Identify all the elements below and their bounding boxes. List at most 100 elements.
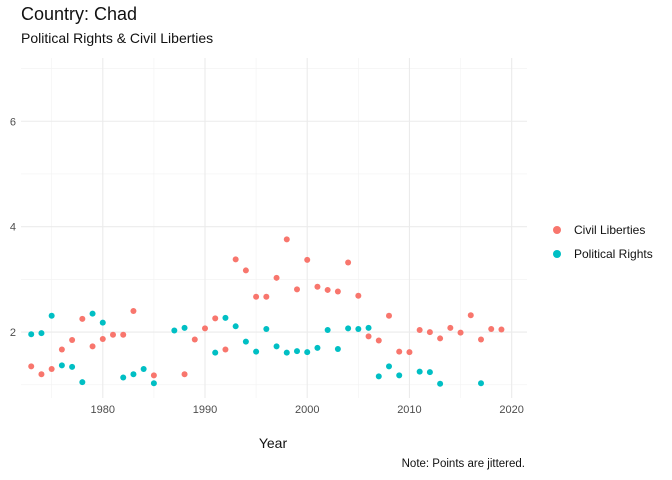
point-civil-liberties <box>181 371 188 378</box>
point-civil-liberties <box>69 337 76 344</box>
point-political-rights <box>181 324 188 331</box>
point-political-rights <box>58 362 65 369</box>
point-civil-liberties <box>110 331 116 338</box>
point-political-rights <box>375 373 382 380</box>
point-civil-liberties <box>48 366 55 373</box>
x-axis-title: Year <box>259 435 288 451</box>
point-civil-liberties <box>191 336 198 343</box>
point-civil-liberties <box>375 337 382 344</box>
point-political-rights <box>324 327 331 333</box>
point-political-rights <box>478 380 484 387</box>
point-political-rights <box>79 379 86 386</box>
legend-item-civil-liberties: Civil Liberties <box>553 218 653 242</box>
point-political-rights <box>130 371 137 378</box>
x-tick-label: 2010 <box>397 404 421 416</box>
point-civil-liberties <box>253 293 260 300</box>
point-political-rights <box>345 325 352 332</box>
point-political-rights <box>120 374 127 381</box>
point-political-rights <box>283 349 290 356</box>
point-civil-liberties <box>263 293 270 300</box>
x-tick-label: 2000 <box>295 404 319 416</box>
point-political-rights <box>426 369 433 376</box>
point-political-rights <box>212 349 219 356</box>
chart-caption: Note: Points are jittered. <box>401 458 525 470</box>
point-civil-liberties <box>478 336 484 343</box>
legend-dot-political-rights <box>553 250 561 258</box>
point-civil-liberties <box>242 267 249 274</box>
y-tick-label: 6 <box>10 116 16 128</box>
point-civil-liberties <box>345 259 352 266</box>
chart-subtitle: Political Rights & Civil Liberties <box>21 30 214 46</box>
point-civil-liberties <box>28 363 35 370</box>
point-political-rights <box>232 323 239 330</box>
point-political-rights <box>222 314 229 321</box>
point-civil-liberties <box>202 325 208 332</box>
point-political-rights <box>304 349 311 356</box>
point-political-rights <box>150 380 157 387</box>
point-civil-liberties <box>38 371 45 378</box>
point-political-rights <box>48 312 55 319</box>
point-civil-liberties <box>406 349 413 356</box>
x-tick-label: 2020 <box>499 404 523 416</box>
point-political-rights <box>140 366 147 373</box>
point-civil-liberties <box>467 312 474 319</box>
point-civil-liberties <box>273 274 280 281</box>
point-civil-liberties <box>232 256 239 263</box>
tick-labels: 1980 1990 2000 2010 2020 2 4 6 <box>10 116 524 416</box>
point-civil-liberties <box>334 288 341 295</box>
point-civil-liberties <box>437 335 444 342</box>
point-political-rights <box>89 310 96 317</box>
point-civil-liberties <box>386 312 392 319</box>
legend-dot-civil-liberties <box>553 226 561 234</box>
legend-label-civil-liberties: Civil Liberties <box>574 223 646 237</box>
point-civil-liberties <box>294 286 300 293</box>
point-civil-liberties <box>222 346 229 353</box>
point-civil-liberties <box>120 331 127 338</box>
point-political-rights <box>38 330 45 337</box>
point-civil-liberties <box>99 335 106 342</box>
point-civil-liberties <box>355 292 362 299</box>
point-civil-liberties <box>150 372 157 379</box>
chart-title: Country: Chad <box>21 4 138 24</box>
point-political-rights <box>99 319 106 326</box>
point-political-rights <box>314 344 321 351</box>
point-political-rights <box>263 325 270 332</box>
legend-item-political-rights: Political Rights <box>553 242 653 266</box>
data-points <box>28 236 505 387</box>
x-tick-label: 1980 <box>91 404 115 416</box>
point-civil-liberties <box>416 327 423 333</box>
point-civil-liberties <box>447 324 454 331</box>
point-political-rights <box>334 345 341 352</box>
grid-lines <box>21 58 527 398</box>
y-tick-label: 2 <box>10 327 16 339</box>
point-civil-liberties <box>79 315 86 322</box>
point-civil-liberties <box>457 329 464 336</box>
y-tick-label: 4 <box>10 222 16 234</box>
point-civil-liberties <box>324 286 331 293</box>
point-civil-liberties <box>498 326 505 333</box>
point-political-rights <box>355 325 362 332</box>
point-political-rights <box>171 327 178 334</box>
point-civil-liberties <box>304 256 311 263</box>
legend: Civil Liberties Political Rights <box>553 218 653 266</box>
point-civil-liberties <box>212 315 219 322</box>
point-political-rights <box>396 372 403 379</box>
point-political-rights <box>253 348 260 355</box>
point-political-rights <box>242 338 249 345</box>
point-political-rights <box>69 363 76 370</box>
point-civil-liberties <box>426 329 433 336</box>
point-civil-liberties <box>58 346 65 353</box>
x-tick-label: 1990 <box>193 404 217 416</box>
point-political-rights <box>28 331 35 338</box>
point-civil-liberties <box>283 236 290 243</box>
point-civil-liberties <box>314 283 321 290</box>
point-civil-liberties <box>396 348 403 355</box>
point-political-rights <box>437 380 444 387</box>
point-civil-liberties <box>365 333 372 340</box>
point-civil-liberties <box>488 325 495 332</box>
legend-label-political-rights: Political Rights <box>574 247 653 261</box>
point-political-rights <box>386 363 392 370</box>
point-political-rights <box>273 343 280 350</box>
point-political-rights <box>294 348 300 355</box>
